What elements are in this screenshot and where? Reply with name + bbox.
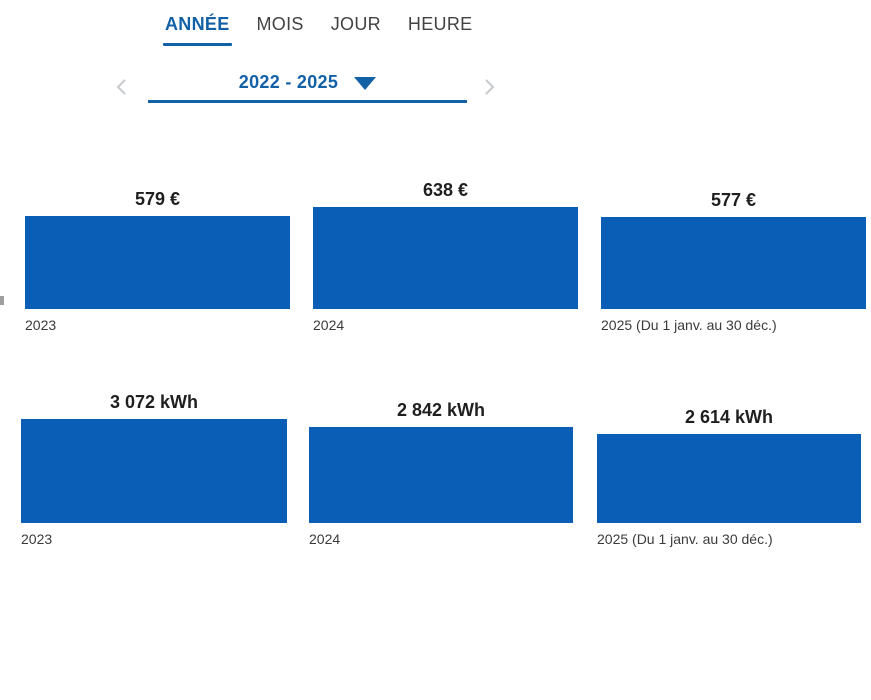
tab-mois-label: MOIS xyxy=(256,14,304,34)
bar-x-label: 2025 (Du 1 janv. au 30 déc.) xyxy=(597,531,773,547)
active-tab-underline xyxy=(163,43,232,46)
bar-x-label: 2023 xyxy=(21,531,53,547)
bar[interactable] xyxy=(601,217,866,309)
bar[interactable] xyxy=(25,216,290,309)
granularity-tabs: ANNÉE MOIS JOUR HEURE xyxy=(163,14,473,46)
tab-heure[interactable]: HEURE xyxy=(408,14,473,46)
bar[interactable] xyxy=(313,207,578,309)
next-period-button[interactable] xyxy=(477,76,501,100)
chevron-right-icon xyxy=(485,78,495,95)
tab-jour[interactable]: JOUR xyxy=(331,14,381,46)
bar-value-label: 2 842 kWh xyxy=(396,400,486,420)
bar-group: 2 614 kWh 2025 (Du 1 janv. au 30 déc.) xyxy=(597,407,861,547)
bar-value-label: 638 € xyxy=(422,180,469,200)
bar[interactable] xyxy=(597,434,861,523)
bar-value-label: 2 614 kWh xyxy=(684,407,774,427)
period-dropdown-label: 2022 - 2025 xyxy=(238,72,339,92)
triangle-down-icon xyxy=(354,77,377,90)
bar-group: 577 € 2025 (Du 1 janv. au 30 déc.) xyxy=(601,190,866,333)
period-dropdown[interactable]: 2022 - 2025 xyxy=(148,72,467,103)
bar-value-label: 577 € xyxy=(710,190,757,210)
bar-x-label: 2023 xyxy=(25,317,57,333)
clipped-bar-fragment xyxy=(0,296,4,305)
bar[interactable] xyxy=(21,419,287,523)
bar-group: 638 € 2024 xyxy=(313,180,578,333)
tab-annee[interactable]: ANNÉE xyxy=(163,14,232,46)
tab-mois[interactable]: MOIS xyxy=(257,14,304,46)
bar-x-label: 2024 xyxy=(309,531,341,547)
tab-heure-label: HEURE xyxy=(407,14,473,34)
bar-value-label: 3 072 kWh xyxy=(109,392,199,412)
bar[interactable] xyxy=(309,427,573,523)
bar-group: 579 € 2023 xyxy=(25,189,290,333)
bar-x-label: 2025 (Du 1 janv. au 30 déc.) xyxy=(601,317,777,333)
bar-value-label: 579 € xyxy=(134,189,181,209)
tab-jour-label: JOUR xyxy=(330,14,381,34)
bar-group: 2 842 kWh 2024 xyxy=(309,400,573,547)
bar-group: 3 072 kWh 2023 xyxy=(21,392,287,547)
previous-period-button[interactable] xyxy=(110,76,134,100)
bar-x-label: 2024 xyxy=(313,317,345,333)
tab-annee-label: ANNÉE xyxy=(165,14,230,34)
chevron-left-icon xyxy=(116,78,126,95)
